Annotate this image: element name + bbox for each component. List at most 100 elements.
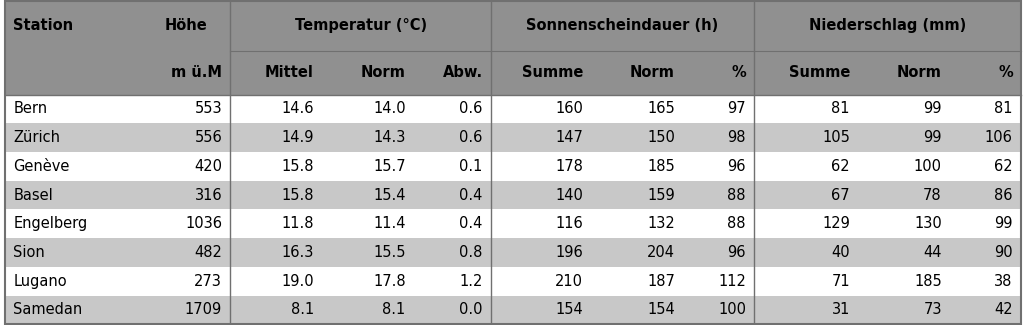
Text: Station: Station: [13, 18, 74, 33]
Text: 81: 81: [832, 101, 850, 116]
Text: 15.4: 15.4: [373, 188, 406, 202]
Text: 273: 273: [194, 274, 222, 289]
Text: 96: 96: [727, 159, 746, 174]
Text: 0.8: 0.8: [459, 245, 483, 260]
Text: Bern: Bern: [13, 101, 47, 116]
Text: 154: 154: [555, 303, 583, 318]
Text: 99: 99: [924, 130, 942, 145]
Text: 160: 160: [555, 101, 583, 116]
Bar: [5, 152, 1021, 181]
Text: 15.8: 15.8: [281, 188, 314, 202]
Text: 99: 99: [924, 101, 942, 116]
Text: 14.3: 14.3: [373, 130, 406, 145]
Text: Sonnenscheindauer (h): Sonnenscheindauer (h): [527, 18, 719, 33]
Text: 130: 130: [914, 216, 942, 231]
Text: 96: 96: [727, 245, 746, 260]
Text: %: %: [998, 65, 1013, 80]
Text: 88: 88: [727, 216, 746, 231]
Text: 11.4: 11.4: [373, 216, 406, 231]
Text: 8.1: 8.1: [291, 303, 314, 318]
Text: 88: 88: [727, 188, 746, 202]
Text: 1.2: 1.2: [459, 274, 483, 289]
Text: Norm: Norm: [630, 65, 675, 80]
Text: 15.5: 15.5: [373, 245, 406, 260]
Bar: [5, 238, 1021, 267]
Text: 17.8: 17.8: [373, 274, 406, 289]
Text: Basel: Basel: [13, 188, 53, 202]
Text: 210: 210: [555, 274, 583, 289]
Text: 38: 38: [994, 274, 1013, 289]
Text: 14.6: 14.6: [281, 101, 314, 116]
Text: m ü.M: m ü.M: [171, 65, 222, 80]
Text: 316: 316: [194, 188, 222, 202]
Text: 78: 78: [923, 188, 942, 202]
Text: 86: 86: [994, 188, 1013, 202]
Text: Niederschlag (mm): Niederschlag (mm): [809, 18, 966, 33]
Text: 81: 81: [994, 101, 1013, 116]
Text: 150: 150: [648, 130, 675, 145]
Text: 116: 116: [555, 216, 583, 231]
Text: 67: 67: [832, 188, 850, 202]
Text: 112: 112: [718, 274, 746, 289]
Text: 185: 185: [648, 159, 675, 174]
Bar: [5, 1, 1021, 95]
Text: 0.0: 0.0: [459, 303, 483, 318]
Text: 553: 553: [194, 101, 222, 116]
Bar: [5, 267, 1021, 296]
Text: Norm: Norm: [361, 65, 406, 80]
Text: 99: 99: [994, 216, 1013, 231]
Text: 14.9: 14.9: [281, 130, 314, 145]
Text: 73: 73: [924, 303, 942, 318]
Text: 19.0: 19.0: [281, 274, 314, 289]
Text: 90: 90: [994, 245, 1013, 260]
Text: 15.7: 15.7: [373, 159, 406, 174]
Text: 1709: 1709: [185, 303, 222, 318]
Bar: [5, 95, 1021, 123]
Text: Temperatur (°C): Temperatur (°C): [295, 18, 427, 33]
Bar: [5, 296, 1021, 324]
Text: 97: 97: [727, 101, 746, 116]
Bar: [5, 209, 1021, 238]
Text: Summe: Summe: [789, 65, 850, 80]
Bar: [5, 123, 1021, 152]
Text: 44: 44: [924, 245, 942, 260]
Text: 129: 129: [822, 216, 850, 231]
Text: 187: 187: [648, 274, 675, 289]
Text: 482: 482: [194, 245, 222, 260]
Text: 105: 105: [822, 130, 850, 145]
Text: 204: 204: [647, 245, 675, 260]
Text: 0.1: 0.1: [459, 159, 483, 174]
Text: 159: 159: [648, 188, 675, 202]
Text: 185: 185: [914, 274, 942, 289]
Text: Sion: Sion: [13, 245, 45, 260]
Text: 15.8: 15.8: [281, 159, 314, 174]
Bar: [5, 181, 1021, 209]
Text: 556: 556: [194, 130, 222, 145]
Text: 0.6: 0.6: [459, 130, 483, 145]
Text: 98: 98: [727, 130, 746, 145]
Text: 8.1: 8.1: [383, 303, 406, 318]
Text: Höhe: Höhe: [165, 18, 208, 33]
Text: 0.4: 0.4: [459, 216, 483, 231]
Text: 62: 62: [994, 159, 1013, 174]
Text: Lugano: Lugano: [13, 274, 66, 289]
Text: Zürich: Zürich: [13, 130, 60, 145]
Text: Mittel: Mittel: [265, 65, 314, 80]
Text: 1036: 1036: [185, 216, 222, 231]
Text: 14.0: 14.0: [373, 101, 406, 116]
Text: 11.8: 11.8: [281, 216, 314, 231]
Text: Samedan: Samedan: [13, 303, 83, 318]
Text: Norm: Norm: [897, 65, 942, 80]
Text: 154: 154: [648, 303, 675, 318]
Text: 31: 31: [832, 303, 850, 318]
Text: Abw.: Abw.: [443, 65, 483, 80]
Text: 16.3: 16.3: [281, 245, 314, 260]
Text: 420: 420: [194, 159, 222, 174]
Text: 62: 62: [832, 159, 850, 174]
Text: 0.4: 0.4: [459, 188, 483, 202]
Text: 178: 178: [555, 159, 583, 174]
Text: 100: 100: [914, 159, 942, 174]
Text: 147: 147: [555, 130, 583, 145]
Text: %: %: [731, 65, 746, 80]
Text: 0.6: 0.6: [459, 101, 483, 116]
